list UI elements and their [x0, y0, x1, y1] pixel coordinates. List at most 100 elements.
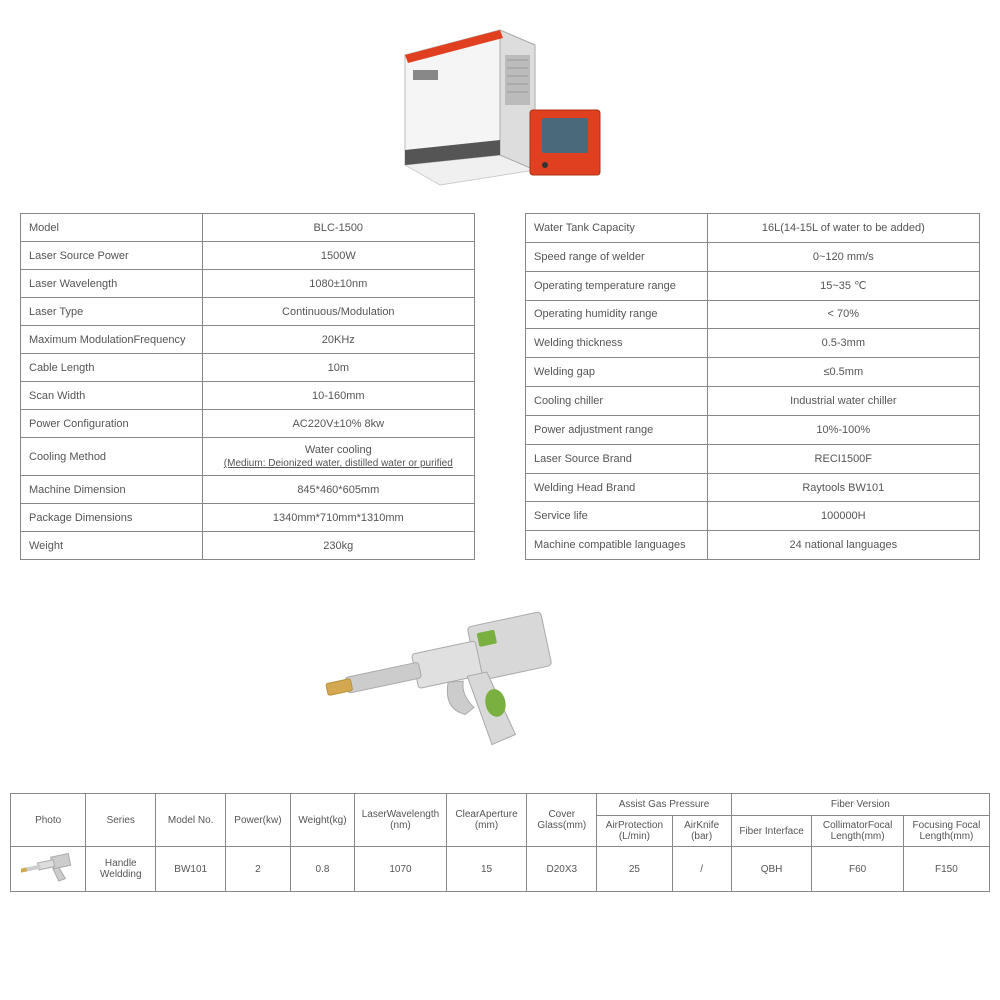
spec-value: Raytools BW101 — [707, 473, 979, 502]
cell-wavelength: 1070 — [355, 847, 446, 892]
spec-row: Laser Source BrandRECI1500F — [526, 444, 980, 473]
spec-value: BLC-1500 — [202, 214, 474, 242]
col-cf: CollimatorFocal Length(mm) — [812, 816, 903, 847]
spec-row: Cable Length10m — [21, 354, 475, 382]
spec-value: 15~35 ℃ — [707, 271, 979, 300]
spec-value: 10%-100% — [707, 415, 979, 444]
spec-row: Welding gap≤0.5mm — [526, 358, 980, 387]
spec-value: 0~120 mm/s — [707, 242, 979, 271]
col-air1: AirProtection (L/min) — [597, 816, 672, 847]
spec-row: Service life100000H — [526, 502, 980, 531]
col-model: Model No. — [156, 794, 226, 847]
spec-tables-container: ModelBLC-1500Laser Source Power1500WLase… — [10, 213, 990, 560]
spec-value: 16L(14-15L of water to be added) — [707, 214, 979, 243]
spec-label: Welding gap — [526, 358, 708, 387]
spec-row: Power ConfigurationAC220V±10% 8kw — [21, 410, 475, 438]
spec-row: Water Tank Capacity16L(14-15L of water t… — [526, 214, 980, 243]
spec-value: Water cooling(Medium: Deionized water, d… — [202, 438, 474, 476]
spec-value: 845*460*605mm — [202, 476, 474, 504]
spec-label: Cable Length — [21, 354, 203, 382]
spec-row: Machine compatible languages24 national … — [526, 531, 980, 560]
spec-table-left: ModelBLC-1500Laser Source Power1500WLase… — [20, 213, 475, 560]
spec-row: Laser Source Power1500W — [21, 242, 475, 270]
spec-row: Operating humidity range< 70% — [526, 300, 980, 329]
spec-label: Power Configuration — [21, 410, 203, 438]
spec-value: 100000H — [707, 502, 979, 531]
col-fi: Fiber Interface — [731, 816, 812, 847]
spec-value: < 70% — [707, 300, 979, 329]
spec-label: Laser Source Power — [21, 242, 203, 270]
spec-value: RECI1500F — [707, 444, 979, 473]
spec-value: 1080±10nm — [202, 270, 474, 298]
cell-model: BW101 — [156, 847, 226, 892]
spec-value: 1500W — [202, 242, 474, 270]
spec-label: Water Tank Capacity — [526, 214, 708, 243]
product-image-gun — [10, 590, 990, 773]
col-weight: Weight(kg) — [290, 794, 355, 847]
spec-value: 20KHz — [202, 326, 474, 354]
cell-photo — [11, 847, 86, 892]
spec-value: 1340mm*710mm*1310mm — [202, 504, 474, 532]
cell-weight: 0.8 — [290, 847, 355, 892]
spec-label: Speed range of welder — [526, 242, 708, 271]
spec-value: 10-160mm — [202, 382, 474, 410]
spec-row: Laser TypeContinuous/Modulation — [21, 298, 475, 326]
product-image-top — [10, 20, 990, 193]
spec-label: Machine compatible languages — [526, 531, 708, 560]
spec-row: Operating temperature range15~35 ℃ — [526, 271, 980, 300]
spec-label: Laser Source Brand — [526, 444, 708, 473]
spec-label: Scan Width — [21, 382, 203, 410]
spec-label: Cooling chiller — [526, 387, 708, 416]
spec-value: ≤0.5mm — [707, 358, 979, 387]
detail-row: Handle Weldding BW101 2 0.8 1070 15 D20X… — [11, 847, 990, 892]
spec-label: Power adjustment range — [526, 415, 708, 444]
spec-table-right: Water Tank Capacity16L(14-15L of water t… — [525, 213, 980, 560]
spec-label: Maximum ModulationFrequency — [21, 326, 203, 354]
spec-label: Package Dimensions — [21, 504, 203, 532]
cell-power: 2 — [226, 847, 291, 892]
spec-label: Operating humidity range — [526, 300, 708, 329]
col-assist: Assist Gas Pressure — [597, 794, 731, 816]
spec-row: Power adjustment range10%-100% — [526, 415, 980, 444]
machine-icon — [385, 20, 615, 190]
spec-value: 10m — [202, 354, 474, 382]
spec-row: Cooling chillerIndustrial water chiller — [526, 387, 980, 416]
spec-row: Package Dimensions1340mm*710mm*1310mm — [21, 504, 475, 532]
spec-label: Machine Dimension — [21, 476, 203, 504]
col-air2: AirKnife (bar) — [672, 816, 731, 847]
spec-row: Cooling MethodWater cooling(Medium: Deio… — [21, 438, 475, 476]
spec-row: Speed range of welder0~120 mm/s — [526, 242, 980, 271]
spec-value: 0.5-3mm — [707, 329, 979, 358]
col-series: Series — [86, 794, 156, 847]
spec-label: Laser Type — [21, 298, 203, 326]
spec-label: Cooling Method — [21, 438, 203, 476]
welding-gun-icon — [300, 590, 580, 770]
spec-label: Welding Head Brand — [526, 473, 708, 502]
cell-cover: D20X3 — [527, 847, 597, 892]
spec-label: Welding thickness — [526, 329, 708, 358]
col-fiber: Fiber Version — [731, 794, 989, 816]
spec-value: 24 national languages — [707, 531, 979, 560]
spec-label: Laser Wavelength — [21, 270, 203, 298]
spec-value: Industrial water chiller — [707, 387, 979, 416]
spec-row: Weight230kg — [21, 532, 475, 560]
spec-row: Laser Wavelength1080±10nm — [21, 270, 475, 298]
cell-air1: 25 — [597, 847, 672, 892]
spec-value: AC220V±10% 8kw — [202, 410, 474, 438]
cell-ff: F150 — [903, 847, 989, 892]
spec-label: Service life — [526, 502, 708, 531]
cell-aperture: 15 — [446, 847, 527, 892]
spec-row: Scan Width10-160mm — [21, 382, 475, 410]
cell-air2: / — [672, 847, 731, 892]
spec-row: Welding Head BrandRaytools BW101 — [526, 473, 980, 502]
spec-row: ModelBLC-1500 — [21, 214, 475, 242]
spec-label: Weight — [21, 532, 203, 560]
spec-label: Operating temperature range — [526, 271, 708, 300]
col-photo: Photo — [11, 794, 86, 847]
col-cover: Cover Glass(mm) — [527, 794, 597, 847]
spec-row: Maximum ModulationFrequency20KHz — [21, 326, 475, 354]
cell-cf: F60 — [812, 847, 903, 892]
spec-value: Continuous/Modulation — [202, 298, 474, 326]
detail-table: Photo Series Model No. Power(kw) Weight(… — [10, 793, 990, 892]
cell-fi: QBH — [731, 847, 812, 892]
